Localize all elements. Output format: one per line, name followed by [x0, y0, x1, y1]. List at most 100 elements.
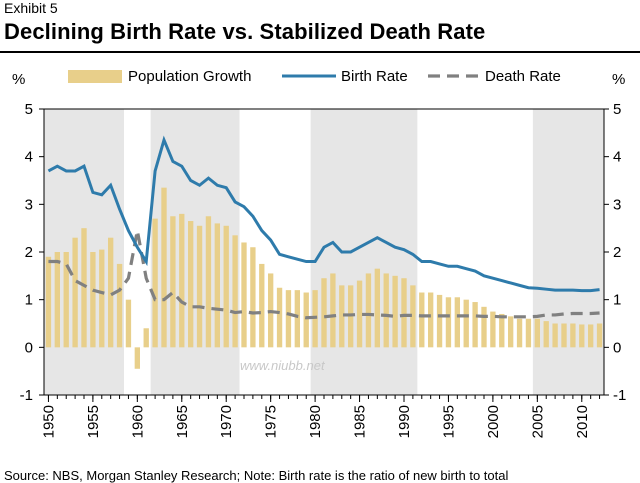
- bar-1966: [188, 221, 194, 348]
- x-tick-label-1995: 1995: [440, 405, 457, 438]
- bar-2012: [596, 323, 603, 348]
- bar-1971: [232, 235, 238, 348]
- bar-1968: [205, 216, 212, 348]
- bar-2011: [588, 324, 594, 348]
- y-tick-label-right-3: 3: [613, 196, 621, 213]
- bar-1957: [108, 237, 114, 348]
- y-unit-right: %: [612, 71, 625, 88]
- x-tick-label-1980: 1980: [307, 405, 324, 438]
- chart: -1 -1 0 0 1 1 2 2 3 3 4 4 5 5% % 1950 1955 1960 1965 1970 19…: [12, 68, 626, 438]
- shaded-period-3: [532, 109, 604, 395]
- shaded-period-2: [310, 109, 418, 395]
- y-tick-label-right--1: -1: [613, 387, 626, 404]
- shaded-periods: [44, 109, 604, 395]
- bar-1950: [45, 256, 52, 348]
- bar-1959: [125, 299, 132, 348]
- watermark: www.niubb.net: [240, 358, 326, 373]
- title-rule: [0, 51, 640, 53]
- rate-lines: [47, 135, 600, 320]
- bar-1961: [143, 328, 149, 348]
- bar-1982: [330, 273, 336, 348]
- legend: Population Growth Birth Rate Death Rate: [68, 68, 561, 85]
- bar-1965: [179, 213, 185, 348]
- y-tick-label-left-2: 2: [25, 244, 33, 261]
- y-tick-label-right-4: 4: [613, 149, 621, 166]
- bar-1978: [294, 290, 300, 348]
- bar-1988: [383, 273, 389, 348]
- bar-1989: [392, 275, 398, 348]
- bar-2000: [490, 311, 496, 348]
- bar-1998: [472, 302, 478, 348]
- bar-1983: [339, 285, 345, 348]
- bar-1973: [250, 247, 256, 348]
- chart-title: Declining Birth Rate vs. Stabilized Deat…: [4, 19, 486, 44]
- bar-1981: [321, 278, 327, 348]
- y-unit-left: %: [12, 71, 25, 88]
- bar-1951: [54, 252, 60, 348]
- bar-1991: [410, 285, 416, 348]
- bar-1985: [356, 280, 363, 348]
- source-note: Source: NBS, Morgan Stanley Research; No…: [4, 468, 509, 483]
- legend-label-death-rate: Death Rate: [485, 68, 561, 85]
- bar-1986: [365, 273, 372, 348]
- x-tick-label-2000: 2000: [485, 405, 502, 438]
- bar-1970: [223, 225, 229, 348]
- bar-2001: [499, 313, 505, 348]
- bar-1977: [285, 290, 292, 348]
- bar-1992: [419, 292, 425, 348]
- bar-2002: [508, 316, 514, 348]
- legend-swatch-population-growth: [68, 70, 122, 83]
- bar-1958: [116, 263, 123, 348]
- bar-2004: [525, 318, 532, 348]
- bar-1979: [303, 292, 309, 348]
- y-tick-label-left-5: 5: [25, 101, 33, 118]
- birth-rate-line: [47, 135, 600, 293]
- bar-1962: [152, 218, 158, 348]
- y-tick-label-left-1: 1: [25, 292, 33, 309]
- bar-1953: [72, 237, 78, 348]
- x-tick-label-1985: 1985: [352, 405, 369, 438]
- bar-1969: [214, 223, 220, 348]
- bar-1995: [445, 297, 452, 348]
- bar-1972: [241, 242, 247, 348]
- x-tick-label-1990: 1990: [396, 405, 413, 438]
- x-tick-label-1965: 1965: [174, 405, 191, 438]
- bar-1963: [161, 187, 167, 348]
- exhibit-label: Exhibit 5: [4, 0, 58, 16]
- bar-1993: [428, 292, 434, 348]
- bar-2005: [534, 318, 540, 348]
- y-tick-label-left-4: 4: [25, 149, 33, 166]
- y-tick-label-left--1: -1: [20, 387, 33, 404]
- y-tick-label-right-0: 0: [613, 339, 621, 356]
- bar-1999: [481, 306, 487, 348]
- bar-2003: [516, 318, 523, 348]
- x-tick-label-1960: 1960: [129, 405, 146, 438]
- y-tick-label-right-1: 1: [613, 292, 621, 309]
- x-tick-label-2010: 2010: [574, 405, 591, 438]
- x-tick-label-1955: 1955: [85, 405, 102, 438]
- bar-1956: [99, 249, 105, 348]
- bar-1996: [454, 297, 460, 348]
- y-tick-label-left-3: 3: [25, 196, 33, 213]
- y-tick-label-right-2: 2: [613, 244, 621, 261]
- x-tick-label-1970: 1970: [218, 405, 235, 438]
- bar-1997: [463, 299, 469, 348]
- bar-1976: [276, 287, 283, 348]
- legend-label-population-growth: Population Growth: [128, 68, 251, 85]
- bar-1960: [134, 347, 140, 369]
- y-tick-label-left-0: 0: [25, 339, 33, 356]
- y-tick-label-right-5: 5: [613, 101, 621, 118]
- bar-1967: [196, 225, 203, 348]
- bar-1987: [374, 268, 380, 348]
- bar-1994: [436, 294, 443, 348]
- axes: -1 -1 0 0 1 1 2 2 3 3 4 4 5 5% % 1950 1955 1960 1965 1970 19…: [12, 71, 626, 438]
- x-tick-label-1975: 1975: [263, 405, 280, 438]
- bar-1964: [170, 216, 176, 348]
- bar-2010: [579, 324, 585, 348]
- bar-2009: [570, 323, 576, 348]
- bar-1955: [90, 252, 96, 348]
- bar-2006: [543, 321, 549, 348]
- bar-2007: [552, 323, 558, 348]
- bar-1990: [401, 278, 407, 348]
- legend-label-birth-rate: Birth Rate: [341, 68, 408, 85]
